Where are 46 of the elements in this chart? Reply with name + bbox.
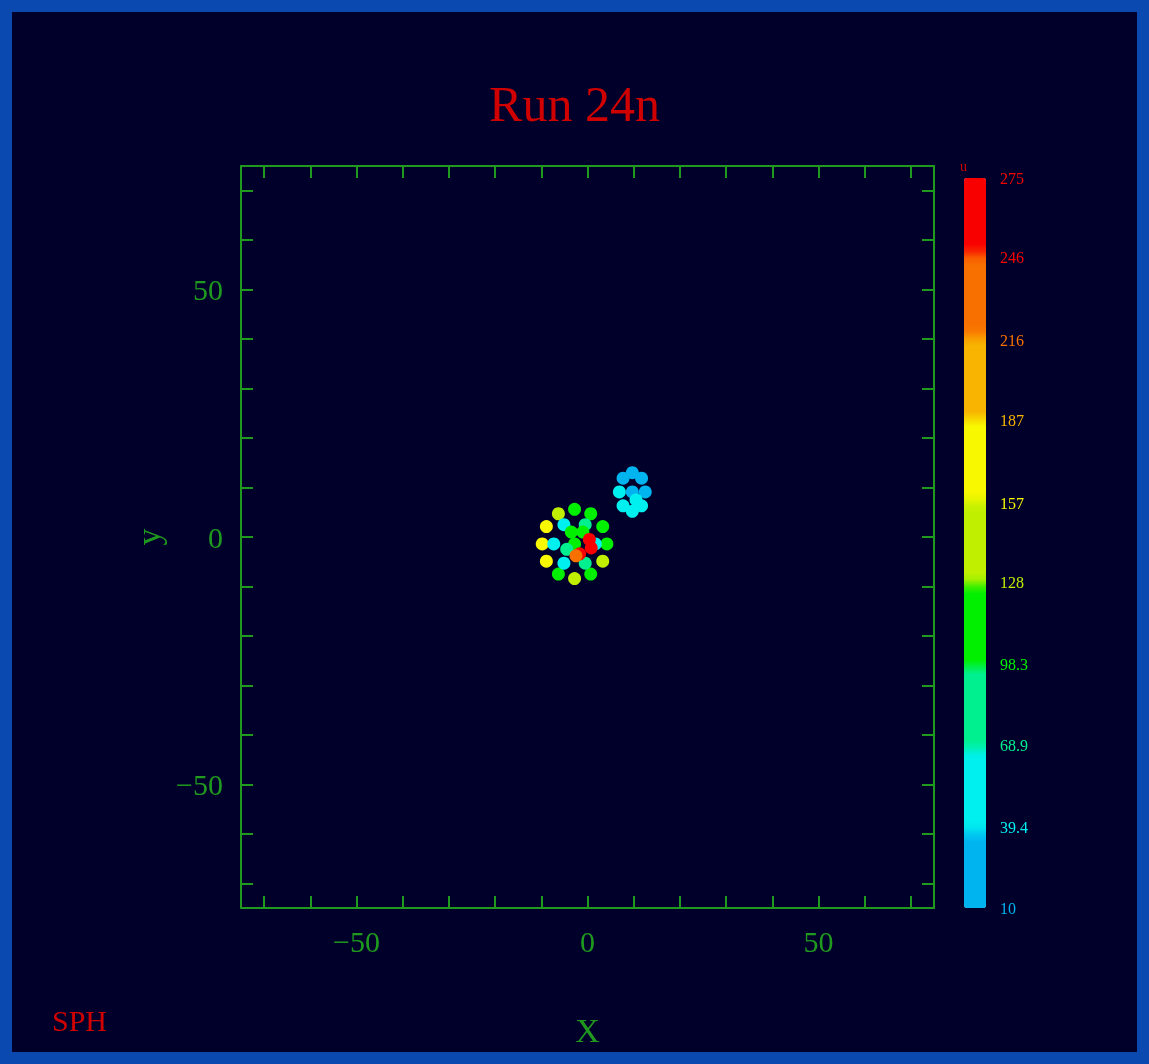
point <box>551 567 565 581</box>
color-bar-label: 187 <box>1000 411 1024 429</box>
point <box>596 520 610 534</box>
color-bar-label: 98.3 <box>1000 656 1028 674</box>
point <box>625 466 639 480</box>
point <box>568 502 582 516</box>
color-bar-label: 216 <box>1000 332 1024 350</box>
point <box>616 499 630 513</box>
color-bar-label: 39.4 <box>1000 818 1028 836</box>
chart-title: Run 24n <box>489 76 660 132</box>
x-axis-title: X <box>575 1011 600 1049</box>
y-tick-label: −50 <box>176 767 223 801</box>
point <box>584 567 598 581</box>
point <box>616 471 630 485</box>
y-tick-label: 50 <box>193 273 223 307</box>
point <box>551 507 565 521</box>
point <box>569 549 583 563</box>
x-tick-label: −50 <box>333 924 380 958</box>
point <box>564 525 578 539</box>
point <box>539 554 553 568</box>
point <box>600 537 614 551</box>
point <box>557 556 571 570</box>
color-bar-label: 275 <box>1000 169 1024 187</box>
point <box>539 520 553 534</box>
point <box>612 485 626 499</box>
point <box>596 554 610 568</box>
point <box>584 507 598 521</box>
y-axis-title: y <box>129 528 167 546</box>
y-tick-label: 0 <box>208 520 223 554</box>
color-bar-label: 128 <box>1000 574 1024 592</box>
point <box>629 493 643 507</box>
x-tick-label: 50 <box>803 924 834 958</box>
color-bar-label: 157 <box>1000 494 1024 512</box>
text: SPH <box>52 1003 108 1037</box>
point <box>568 572 582 586</box>
point <box>638 485 652 499</box>
color-bar-label: 246 <box>1000 249 1024 267</box>
x-tick-label: 0 <box>580 924 595 958</box>
point <box>560 542 574 556</box>
color-bar-title: u <box>960 158 967 174</box>
point <box>584 541 598 555</box>
color-bar-label: 10 <box>1000 899 1016 917</box>
point <box>578 556 592 570</box>
point <box>547 537 561 551</box>
point <box>535 537 549 551</box>
color-bar-label: 68.9 <box>1000 737 1028 755</box>
